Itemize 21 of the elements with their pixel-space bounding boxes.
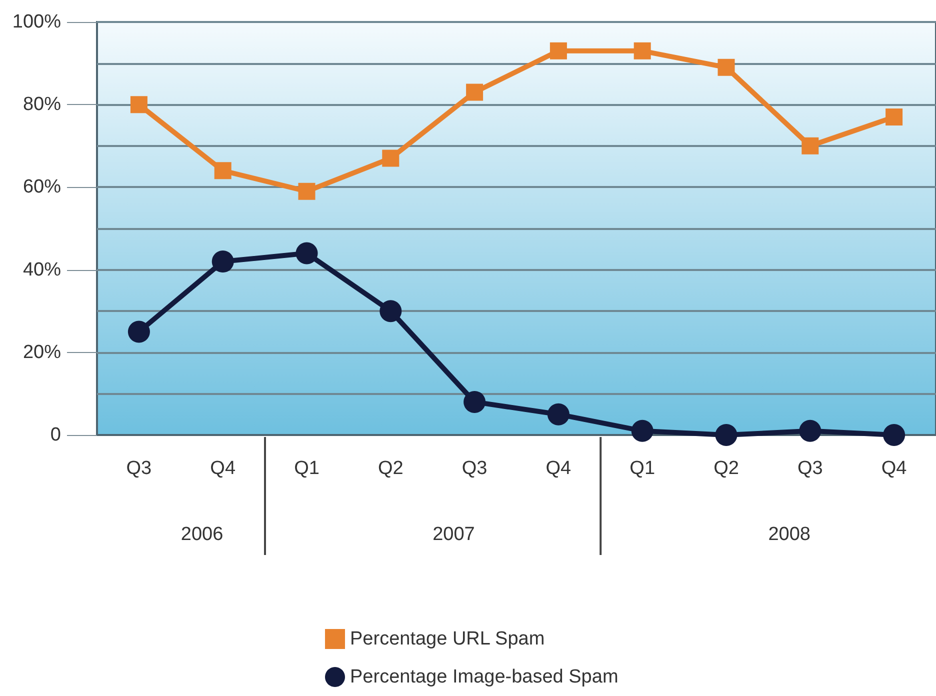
- legend-label: Percentage URL Spam: [350, 628, 545, 650]
- x-tick-label: Q4: [210, 458, 236, 479]
- text: 2006: [180, 524, 224, 545]
- x-tick-label: Q3: [462, 458, 488, 479]
- x-tick-label: Q2: [378, 458, 404, 479]
- y-tick-label: 0: [50, 424, 61, 446]
- x-tick-label: Q1: [294, 458, 320, 479]
- text: 2008: [768, 524, 810, 545]
- y-tick-label: 20%: [22, 342, 62, 363]
- y-tick-label: 80%: [22, 94, 62, 116]
- y-tick-label: 100%: [12, 12, 62, 32]
- y-tick-label: 60%: [22, 176, 62, 198]
- x-tick-label: Q3: [797, 458, 823, 479]
- text: 2007: [432, 524, 475, 545]
- x-tick-label: Q4: [881, 458, 908, 479]
- y-tick-label: 40%: [22, 259, 62, 280]
- x-tick-label: Q2: [714, 458, 739, 479]
- x-tick-label: Q1: [630, 458, 656, 479]
- x-tick-label: Q3: [126, 458, 152, 479]
- x-tick-label: Q4: [546, 458, 572, 479]
- legend-label: Percentage Image-based Spam: [350, 666, 618, 688]
